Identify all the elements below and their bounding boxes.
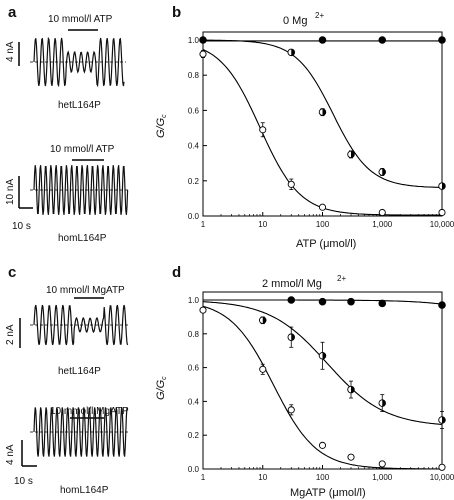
chart-b-xtick-label: 1 bbox=[201, 220, 206, 229]
chart-d-point-open bbox=[318, 441, 327, 449]
chart-d-ytick-label: 0.8 bbox=[188, 330, 200, 339]
panel-letter-a: a bbox=[8, 4, 17, 21]
chart-d-point-half-fill bbox=[322, 352, 326, 360]
chart-d-point-open bbox=[287, 406, 295, 414]
chart-b-point-open bbox=[199, 50, 207, 58]
chart-d-ytick-label: 0.6 bbox=[188, 364, 200, 373]
c-current-trace bbox=[33, 304, 129, 346]
chart-d-point-open bbox=[378, 460, 386, 468]
chart-d-point-open bbox=[199, 306, 207, 314]
chart-d-ytick-label: 1.0 bbox=[188, 296, 200, 305]
chart-d-ytick-label: 0.0 bbox=[188, 465, 200, 474]
chart-b: 0 Mg 2+ G/Gc ATP (μmol/l) 0.0 0.2 0.4 0.6 0.… bbox=[155, 11, 454, 250]
c2-scale-current-label: 4 nA bbox=[5, 444, 16, 465]
chart-d-point-filled bbox=[378, 299, 387, 308]
a2-scale-current-label: 10 nA bbox=[5, 179, 16, 205]
chart-b-point-half-fill bbox=[351, 151, 355, 158]
chart-b-ytick-label: 0.6 bbox=[188, 106, 200, 115]
chart-b-ytick-label: 0.8 bbox=[188, 71, 200, 80]
panel-letter-d: d bbox=[172, 264, 181, 281]
chart-b-xtick-label: 10 bbox=[258, 220, 267, 229]
chart-b-title-superscript: 2+ bbox=[315, 11, 324, 20]
chart-d-point-filled bbox=[318, 297, 327, 306]
chart-d-title-superscript: 2+ bbox=[337, 274, 346, 283]
chart-d-ytick-label: 0.4 bbox=[188, 397, 200, 406]
c-genotype-label: hetL164P bbox=[58, 366, 101, 377]
chart-d-fit-curve bbox=[202, 305, 442, 470]
chart-d: 2 mmol/l Mg 2+ G/Gc MgATP (μmol/l) 0.0 0.… bbox=[155, 274, 454, 499]
chart-b-title: 0 Mg bbox=[283, 15, 307, 27]
c-treatment-label: 10 mmol/l MgATP bbox=[46, 285, 125, 296]
chart-d-xlabel: MgATP (μmol/l) bbox=[290, 487, 366, 499]
chart-d-xtick-label: 10,000 bbox=[430, 473, 454, 482]
c-scale-current-label: 2 nA bbox=[5, 324, 16, 345]
chart-d-ylabel: G/Gc bbox=[155, 376, 168, 400]
a-genotype-label: hetL164P bbox=[58, 100, 101, 111]
chart-d-xtick-label: 100 bbox=[316, 473, 330, 482]
chart-b-frame bbox=[202, 31, 443, 217]
chart-b-point-open bbox=[287, 180, 295, 188]
chart-b-point-half-fill bbox=[291, 49, 295, 56]
chart-d-xtick-label: 10 bbox=[258, 473, 267, 482]
chart-b-fit-curve bbox=[203, 39, 442, 188]
chart-b-xlabel: ATP (μmol/l) bbox=[296, 238, 356, 250]
chart-b-point-open bbox=[318, 203, 327, 211]
chart-b-ytick-label: 0.0 bbox=[188, 212, 200, 221]
chart-b-xtick-label: 10,000 bbox=[430, 220, 454, 229]
chart-b-point-filled bbox=[378, 36, 387, 44]
chart-b-point-half-fill bbox=[442, 182, 446, 190]
chart-b-xtick-label: 100 bbox=[316, 220, 330, 229]
chart-b-point-half-fill bbox=[322, 108, 326, 116]
chart-d-xtick-label: 1,000 bbox=[372, 473, 393, 482]
chart-b-ytick-label: 0.2 bbox=[188, 177, 200, 186]
panel-letter-c: c bbox=[8, 264, 16, 281]
chart-b-point-open bbox=[438, 208, 446, 217]
a2-genotype-label: homL164P bbox=[58, 233, 107, 244]
chart-d-point-open bbox=[347, 453, 355, 461]
chart-b-ylabel: G/Gc bbox=[155, 114, 168, 138]
chart-b-fit-curve bbox=[202, 49, 442, 216]
chart-b-xtick-label: 1,000 bbox=[372, 220, 393, 229]
panel-letter-b: b bbox=[172, 4, 181, 21]
chart-d-point-open bbox=[438, 463, 446, 471]
chart-b-point-filled bbox=[438, 36, 446, 44]
chart-b-ytick-label: 0.4 bbox=[188, 142, 200, 151]
chart-d-point-filled bbox=[438, 301, 446, 309]
c2-current-trace bbox=[33, 407, 129, 457]
a2-treatment-label: 10 mmol/l ATP bbox=[50, 144, 115, 155]
chart-d-title: 2 mmol/l Mg bbox=[262, 278, 322, 290]
chart-d-point-filled bbox=[347, 297, 355, 306]
a-scale-current-label: 4 nA bbox=[5, 41, 16, 62]
trace-c-path bbox=[33, 304, 129, 346]
chart-d-point-open bbox=[259, 365, 267, 373]
chart-d-xtick-label: 1 bbox=[201, 473, 206, 482]
a-current-trace bbox=[33, 36, 125, 88]
trace-a-path bbox=[33, 36, 125, 88]
chart-d-point-half-fill bbox=[291, 333, 295, 341]
chart-d-point-half-fill bbox=[262, 316, 267, 324]
chart-b-point-open bbox=[259, 126, 267, 134]
trace-c2-path bbox=[33, 407, 129, 457]
chart-b-point-filled bbox=[318, 36, 327, 44]
chart-d-point-half-fill bbox=[351, 386, 355, 393]
chart-d-point-filled bbox=[287, 296, 296, 304]
a2-scale-time-label: 10 s bbox=[12, 221, 31, 232]
chart-b-point-half-fill bbox=[382, 168, 386, 176]
chart-b-ytick-label: 1.0 bbox=[188, 36, 200, 45]
chart-b-point-open bbox=[378, 208, 386, 217]
chart-d-point-half-fill bbox=[382, 399, 386, 407]
chart-d-point-half-fill bbox=[442, 416, 446, 424]
a-treatment-label: 10 mmol/l ATP bbox=[48, 14, 113, 25]
c2-scale-time-label: 10 s bbox=[14, 476, 33, 487]
c2-genotype-label: homL164P bbox=[60, 485, 109, 496]
chart-d-ytick-label: 0.2 bbox=[188, 431, 200, 440]
